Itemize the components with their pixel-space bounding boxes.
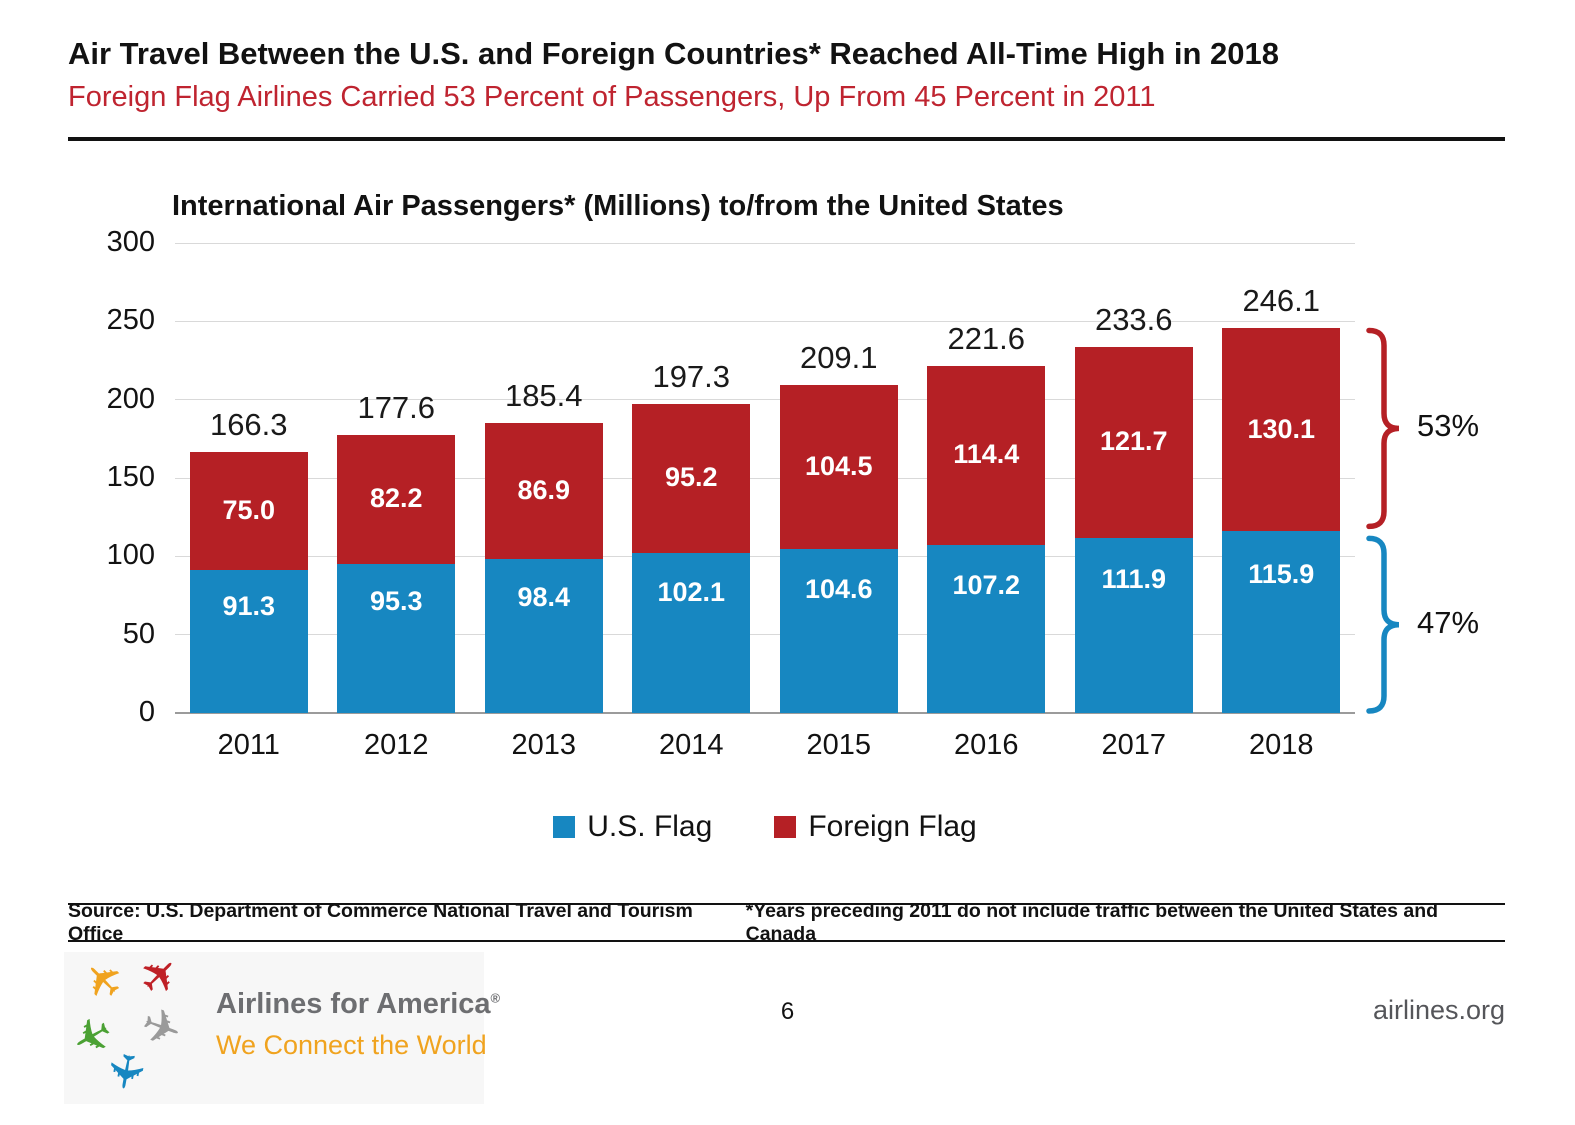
us-flag-percentage-label: 47% bbox=[1417, 604, 1480, 640]
branding-panel bbox=[64, 952, 484, 1104]
segment-value-label: 95.2 bbox=[664, 462, 718, 493]
y-tick-label: 300 bbox=[106, 226, 155, 258]
website-link[interactable]: airlines.org bbox=[1372, 995, 1505, 1025]
page-number: 6 bbox=[780, 998, 795, 1025]
foreign-flag-segment-2012: 82.2 bbox=[337, 434, 456, 564]
segment-value-label: 104.6 bbox=[804, 573, 873, 604]
brace-overlay bbox=[1366, 327, 1400, 714]
us-flag-segment-2011: 91.3 bbox=[189, 569, 308, 713]
y-tick-label: 200 bbox=[106, 382, 155, 415]
airlines-for-america-logo: ✈ ✈ ✈ ✈ ✈ bbox=[61, 943, 217, 1106]
footer-row: Source: U.S. Department of Commerce Nati… bbox=[68, 900, 1505, 945]
footer-divider-top bbox=[68, 903, 1505, 905]
x-tick-label-2016: 2016 bbox=[953, 729, 1019, 761]
total-label-2011: 166.3 bbox=[209, 407, 288, 443]
segment-value-label: 121.7 bbox=[1099, 426, 1168, 457]
total-label-2013: 185.4 bbox=[504, 377, 583, 413]
source-note: Source: U.S. Department of Commerce Nati… bbox=[68, 899, 693, 945]
foreign-flag-segment-2015: 104.5 bbox=[779, 385, 898, 550]
segment-value-label: 107.2 bbox=[952, 570, 1021, 601]
x-tick-label-2018: 2018 bbox=[1248, 729, 1314, 761]
segment-value-label: 82.2 bbox=[369, 483, 423, 514]
x-tick-label-2011: 2011 bbox=[217, 729, 280, 761]
y-tick-label: 100 bbox=[106, 539, 155, 572]
y-tick-label: 250 bbox=[106, 304, 155, 337]
us-flag-segment-2014: 102.1 bbox=[632, 553, 751, 713]
chart-title: International Air Passengers* (Millions)… bbox=[172, 190, 1064, 222]
plane-icon-blue: ✈ bbox=[96, 1047, 156, 1096]
legend-swatch bbox=[774, 816, 797, 838]
gridline bbox=[175, 634, 1355, 636]
legend-label: Foreign Flag bbox=[808, 810, 977, 843]
brand-tagline: We Connect the World bbox=[216, 1030, 487, 1060]
legend-label: U.S. Flag bbox=[587, 810, 713, 843]
x-axis-line bbox=[175, 712, 1355, 714]
foreign-flag-percentage-label: 53% bbox=[1417, 408, 1480, 444]
legend-item-u-s-flag: U.S. Flag bbox=[553, 810, 712, 844]
segment-value-label: 111.9 bbox=[1101, 563, 1167, 594]
page-title: Air Travel Between the U.S. and Foreign … bbox=[68, 36, 1280, 71]
foreign-flag-brace bbox=[1366, 327, 1400, 530]
foreign-flag-segment-2014: 95.2 bbox=[632, 403, 751, 554]
y-tick-label: 0 bbox=[138, 696, 155, 728]
total-label-2015: 209.1 bbox=[799, 340, 878, 376]
us-flag-segment-2015: 104.6 bbox=[779, 549, 898, 713]
us-flag-segment-2016: 107.2 bbox=[927, 545, 1046, 713]
x-tick-label-2015: 2015 bbox=[806, 729, 871, 761]
segment-value-label: 130.1 bbox=[1247, 413, 1316, 444]
total-label-2012: 177.6 bbox=[357, 389, 436, 425]
gridline bbox=[175, 399, 1355, 401]
us-flag-segment-2012: 95.3 bbox=[337, 563, 456, 713]
us-flag-segment-2017: 111.9 bbox=[1074, 537, 1193, 713]
gridline bbox=[175, 320, 1355, 322]
foreign-flag-segment-2017: 121.7 bbox=[1074, 347, 1193, 538]
segment-value-label: 91.3 bbox=[222, 591, 276, 622]
y-tick-label: 50 bbox=[122, 617, 155, 650]
segment-value-label: 114.4 bbox=[953, 439, 1020, 470]
foreign-flag-segment-2011: 75.0 bbox=[189, 452, 308, 570]
gridline bbox=[175, 555, 1355, 557]
segment-value-label: 115.9 bbox=[1248, 558, 1315, 589]
x-tick-label-2012: 2012 bbox=[363, 729, 429, 761]
segment-value-label: 75.0 bbox=[222, 495, 276, 526]
x-tick-label-2013: 2013 bbox=[511, 729, 576, 761]
gridline bbox=[175, 242, 1355, 244]
total-label-2014: 197.3 bbox=[652, 358, 731, 394]
us-flag-segment-2013: 98.4 bbox=[484, 558, 603, 713]
y-tick-label: 150 bbox=[106, 461, 155, 493]
x-tick-label-2014: 2014 bbox=[658, 729, 724, 761]
foreign-flag-segment-2013: 86.9 bbox=[484, 422, 603, 559]
gridline bbox=[175, 477, 1355, 479]
segment-value-label: 95.3 bbox=[369, 586, 423, 617]
segment-value-label: 102.1 bbox=[657, 577, 726, 608]
segment-value-label: 86.9 bbox=[517, 474, 571, 505]
total-label-2017: 233.6 bbox=[1094, 302, 1173, 338]
page-subtitle: Foreign Flag Airlines Carried 53 Percent… bbox=[68, 81, 1156, 113]
total-label-2018: 246.1 bbox=[1242, 282, 1321, 318]
x-tick-label-2017: 2017 bbox=[1101, 729, 1166, 761]
footer-divider-bottom bbox=[68, 940, 1505, 942]
brand-name: Airlines for America® bbox=[216, 988, 501, 1020]
foreign-flag-segment-2018: 130.1 bbox=[1222, 327, 1341, 532]
title-divider bbox=[68, 137, 1505, 141]
segment-value-label: 104.5 bbox=[804, 451, 873, 482]
legend-swatch bbox=[553, 816, 576, 838]
foreign-flag-segment-2016: 114.4 bbox=[927, 365, 1046, 546]
chart-legend: U.S. Flag Foreign Flag bbox=[175, 810, 1355, 844]
legend-item-foreign-flag: Foreign Flag bbox=[774, 810, 977, 844]
plot-area: 0 50 100 150 200 250 300 91.3 75.0 166.3 2011 95.3 8… bbox=[107, 226, 1355, 761]
registered-mark: ® bbox=[490, 990, 501, 1006]
segment-value-label: 98.4 bbox=[517, 581, 571, 612]
footnote: *Years preceding 2011 do not include tra… bbox=[745, 899, 1439, 945]
us-flag-segment-2018: 115.9 bbox=[1222, 531, 1341, 713]
us-flag-brace bbox=[1366, 535, 1400, 714]
total-label-2016: 221.6 bbox=[947, 320, 1026, 356]
